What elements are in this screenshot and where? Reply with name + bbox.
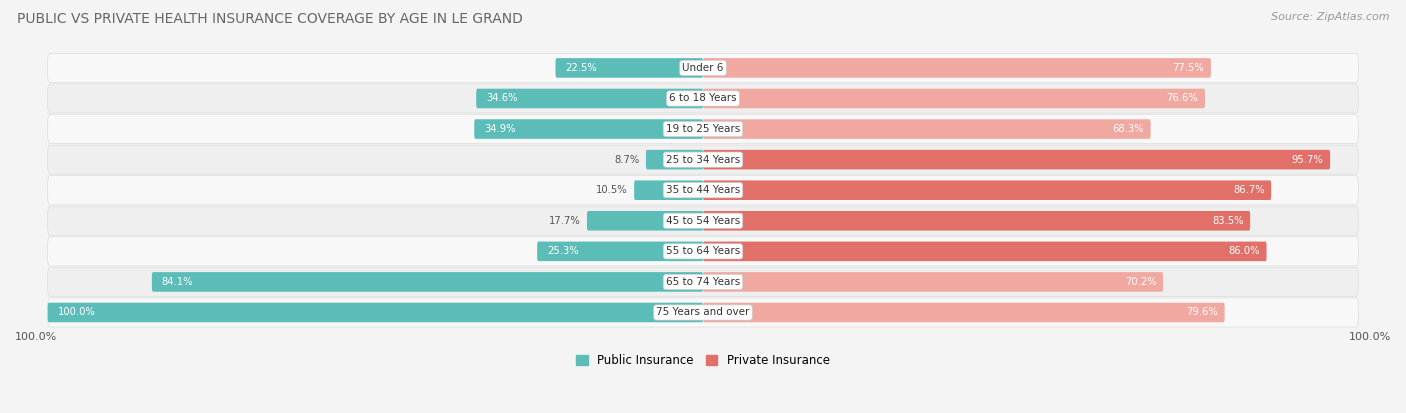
Text: 75 Years and over: 75 Years and over	[657, 308, 749, 318]
Text: 19 to 25 Years: 19 to 25 Years	[666, 124, 740, 134]
FancyBboxPatch shape	[555, 58, 703, 78]
FancyBboxPatch shape	[48, 206, 1358, 235]
FancyBboxPatch shape	[48, 176, 1358, 205]
Text: 34.6%: 34.6%	[486, 93, 517, 104]
FancyBboxPatch shape	[634, 180, 703, 200]
FancyBboxPatch shape	[703, 211, 1250, 230]
FancyBboxPatch shape	[703, 242, 1267, 261]
Text: 25 to 34 Years: 25 to 34 Years	[666, 154, 740, 165]
Text: 55 to 64 Years: 55 to 64 Years	[666, 246, 740, 256]
Text: 100.0%: 100.0%	[58, 308, 96, 318]
Text: 86.0%: 86.0%	[1229, 246, 1260, 256]
FancyBboxPatch shape	[537, 242, 703, 261]
FancyBboxPatch shape	[48, 267, 1358, 297]
FancyBboxPatch shape	[48, 298, 1358, 327]
FancyBboxPatch shape	[48, 303, 703, 322]
FancyBboxPatch shape	[48, 53, 1358, 83]
Text: 84.1%: 84.1%	[162, 277, 193, 287]
Text: Source: ZipAtlas.com: Source: ZipAtlas.com	[1271, 12, 1389, 22]
FancyBboxPatch shape	[477, 89, 703, 108]
FancyBboxPatch shape	[474, 119, 703, 139]
Text: 35 to 44 Years: 35 to 44 Years	[666, 185, 740, 195]
Text: 79.6%: 79.6%	[1187, 308, 1218, 318]
Text: 77.5%: 77.5%	[1173, 63, 1205, 73]
Text: 95.7%: 95.7%	[1292, 154, 1323, 165]
Text: 83.5%: 83.5%	[1212, 216, 1243, 226]
Text: 34.9%: 34.9%	[484, 124, 516, 134]
FancyBboxPatch shape	[703, 150, 1330, 169]
FancyBboxPatch shape	[48, 114, 1358, 144]
Text: 70.2%: 70.2%	[1125, 277, 1156, 287]
FancyBboxPatch shape	[48, 84, 1358, 113]
Text: 65 to 74 Years: 65 to 74 Years	[666, 277, 740, 287]
Legend: Public Insurance, Private Insurance: Public Insurance, Private Insurance	[571, 349, 835, 372]
Text: 22.5%: 22.5%	[565, 63, 598, 73]
Text: 6 to 18 Years: 6 to 18 Years	[669, 93, 737, 104]
Text: 8.7%: 8.7%	[614, 154, 640, 165]
FancyBboxPatch shape	[645, 150, 703, 169]
FancyBboxPatch shape	[703, 272, 1163, 292]
FancyBboxPatch shape	[703, 89, 1205, 108]
Text: 76.6%: 76.6%	[1167, 93, 1198, 104]
FancyBboxPatch shape	[586, 211, 703, 230]
FancyBboxPatch shape	[48, 145, 1358, 174]
FancyBboxPatch shape	[703, 303, 1225, 322]
Text: PUBLIC VS PRIVATE HEALTH INSURANCE COVERAGE BY AGE IN LE GRAND: PUBLIC VS PRIVATE HEALTH INSURANCE COVER…	[17, 12, 523, 26]
FancyBboxPatch shape	[703, 180, 1271, 200]
Text: 45 to 54 Years: 45 to 54 Years	[666, 216, 740, 226]
FancyBboxPatch shape	[703, 58, 1211, 78]
Text: 10.5%: 10.5%	[596, 185, 627, 195]
FancyBboxPatch shape	[152, 272, 703, 292]
Text: 25.3%: 25.3%	[547, 246, 579, 256]
Text: 100.0%: 100.0%	[15, 332, 58, 342]
Text: Under 6: Under 6	[682, 63, 724, 73]
FancyBboxPatch shape	[703, 119, 1150, 139]
FancyBboxPatch shape	[48, 237, 1358, 266]
Text: 68.3%: 68.3%	[1112, 124, 1144, 134]
Text: 17.7%: 17.7%	[548, 216, 581, 226]
Text: 86.7%: 86.7%	[1233, 185, 1264, 195]
Text: 100.0%: 100.0%	[1348, 332, 1391, 342]
